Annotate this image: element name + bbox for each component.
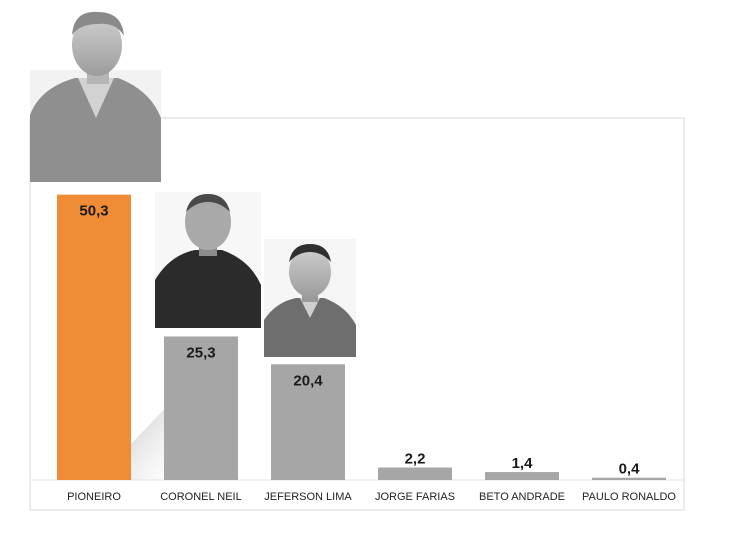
value-label: 50,3 [79, 203, 108, 220]
category-label: JEFERSON LIMA [264, 491, 352, 503]
bar-paulo-ronaldo [592, 477, 666, 480]
value-label: 25,3 [186, 344, 215, 361]
category-label: CORONEL NEIL [160, 491, 242, 503]
category-label: PAULO RONALDO [582, 491, 676, 503]
category-label: BETO ANDRADE [479, 491, 565, 503]
candidate-photo-jeferson-lima [264, 239, 356, 357]
bar-jeferson-lima [271, 364, 345, 480]
bar-coronel-neil [164, 336, 238, 480]
value-label: 20,4 [293, 372, 323, 389]
category-label: PIONEIRO [67, 491, 121, 503]
value-label: 0,4 [619, 461, 641, 478]
category-label: JORGE FARIAS [375, 491, 455, 503]
candidate-photo-coronel-neil [155, 192, 261, 328]
value-label: 1,4 [512, 455, 534, 472]
bar-beto-andrade [485, 472, 559, 480]
bar-pioneiro [57, 194, 131, 480]
plot-frame [29, 117, 685, 511]
value-label: 2,2 [405, 451, 426, 468]
candidate-photo-pioneiro [30, 11, 161, 182]
bar-jorge-farias [378, 467, 452, 480]
